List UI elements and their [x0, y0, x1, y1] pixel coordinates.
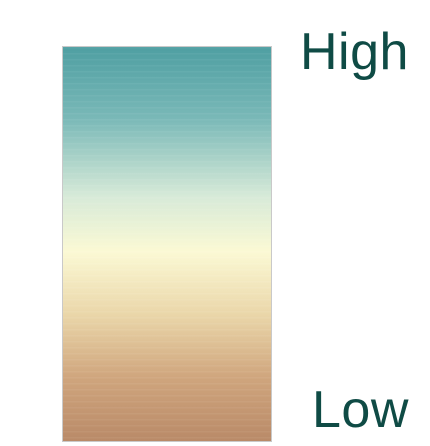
color-ramp [62, 46, 272, 442]
low-label: Low [312, 381, 409, 439]
high-label: High [300, 23, 409, 81]
